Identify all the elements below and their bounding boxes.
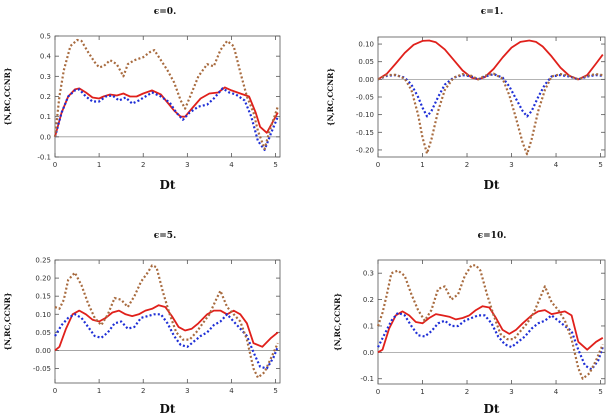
series-brown-dotted — [376, 264, 604, 380]
series-blue-dotted — [53, 87, 279, 151]
y-tick-label: 0.15 — [35, 293, 51, 301]
y-tick-label: -0.10 — [356, 111, 374, 119]
panel-title: ϵ=1. — [481, 7, 503, 17]
series-red-solid — [377, 305, 604, 354]
x-tick-label: 1 — [420, 388, 424, 396]
x-tick-label: 0 — [53, 387, 57, 395]
x-axis-title: Dt — [160, 178, 176, 192]
x-tick-label: 1 — [97, 387, 101, 395]
y-tick-label: 0.0 — [363, 349, 374, 357]
x-tick-label: 5 — [598, 161, 602, 169]
x-tick-label: 1 — [420, 161, 424, 169]
x-axis-title: Dt — [484, 178, 500, 192]
y-tick-label: 0.25 — [35, 257, 51, 265]
series-brown-dotted — [53, 38, 279, 150]
x-tick-label: 4 — [229, 161, 234, 169]
y-tick-label: 0.0 — [40, 133, 51, 141]
x-tick-label: 2 — [141, 387, 145, 395]
x-tick-label: 3 — [509, 161, 513, 169]
y-tick-label: 0.2 — [40, 93, 51, 101]
x-tick-label: 0 — [53, 161, 57, 169]
y-tick-label: 0.1 — [363, 322, 374, 330]
x-tick-label: 2 — [141, 161, 145, 169]
y-tick-label: 0.05 — [35, 329, 51, 337]
y-axis-title: {N,RC,CCNR} — [3, 292, 12, 351]
x-tick-label: 3 — [185, 387, 189, 395]
x-tick-label: 4 — [554, 161, 559, 169]
series-red-solid — [54, 304, 279, 352]
y-tick-label: 0.5 — [40, 33, 51, 41]
x-tick-label: 2 — [465, 388, 469, 396]
x-tick-label: 5 — [273, 387, 277, 395]
y-axis-title: {N,RC,CCNR} — [326, 68, 335, 127]
y-axis-title: {N,RC,CCNR} — [3, 67, 12, 126]
panel-epsilon-5: 0 1 2 3 4 5 -0.05 0.00 0.05 0.10 0.15 0.20 0.25 ϵ=5. D… — [3, 231, 281, 416]
y-tick-label: 0.20 — [35, 275, 51, 283]
x-tick-label: 1 — [97, 161, 101, 169]
series-brown-dotted — [54, 264, 279, 379]
y-tick-label: 0.4 — [40, 53, 52, 61]
x-axis-title: Dt — [160, 402, 176, 416]
plot-frame — [54, 35, 281, 158]
y-tick-label: 0.10 — [35, 311, 51, 319]
panel-title: ϵ=5. — [154, 231, 176, 241]
y-tick-label: 0.00 — [358, 76, 374, 84]
panel-epsilon-10: 0 1 2 3 4 5 -0.1 0.0 0.1 0.2 0.3 ϵ=10. Dt {N,RC,CCNR} — [333, 231, 606, 416]
y-tick-label: -0.20 — [356, 146, 374, 154]
x-tick-label: 0 — [376, 388, 380, 396]
y-tick-label: 0.1 — [40, 113, 51, 121]
y-tick-label: -0.1 — [37, 154, 51, 162]
plot-frame — [377, 36, 606, 158]
series-red-solid — [54, 86, 279, 138]
panel-title: ϵ=0. — [154, 7, 176, 17]
panel-epsilon-0: 0 1 2 3 4 5 -0.1 0.0 0.1 0.2 0.3 0.4 0.5 ϵ=0. Dt {N,RC,… — [3, 7, 281, 192]
x-tick-label: 2 — [465, 161, 469, 169]
y-tick-label: 0.00 — [35, 347, 51, 355]
panel-title: ϵ=10. — [478, 231, 507, 241]
plot-frame — [377, 259, 606, 385]
y-tick-label: 0.10 — [358, 41, 374, 49]
x-tick-label: 5 — [598, 388, 602, 396]
x-tick-label: 5 — [273, 161, 277, 169]
x-tick-label: 3 — [509, 388, 513, 396]
y-tick-label: -0.1 — [360, 375, 374, 383]
series-red-solid — [377, 39, 604, 81]
y-tick-label: 0.2 — [363, 296, 374, 304]
x-tick-label: 4 — [229, 387, 234, 395]
panel-epsilon-1: 0 1 2 3 4 5 -0.20 -0.15 -0.10 -0.05 0.00 0.05 0.10 ϵ=… — [326, 7, 606, 192]
series-blue-dotted — [377, 72, 603, 118]
series-blue-dotted — [54, 313, 279, 370]
y-tick-label: 0.3 — [40, 73, 51, 81]
x-tick-label: 3 — [185, 161, 189, 169]
x-tick-label: 0 — [376, 161, 380, 169]
y-tick-label: -0.15 — [356, 129, 374, 137]
y-axis-title: {N,RC,CCNR} — [333, 293, 342, 352]
y-tick-label: -0.05 — [33, 365, 51, 373]
plot-frame — [54, 259, 281, 384]
y-tick-label: 0.05 — [358, 58, 374, 66]
y-tick-label: 0.3 — [363, 270, 374, 278]
series-blue-dotted — [377, 311, 604, 371]
x-tick-label: 4 — [554, 388, 559, 396]
y-tick-label: -0.05 — [356, 94, 374, 102]
x-axis-title: Dt — [484, 402, 500, 416]
